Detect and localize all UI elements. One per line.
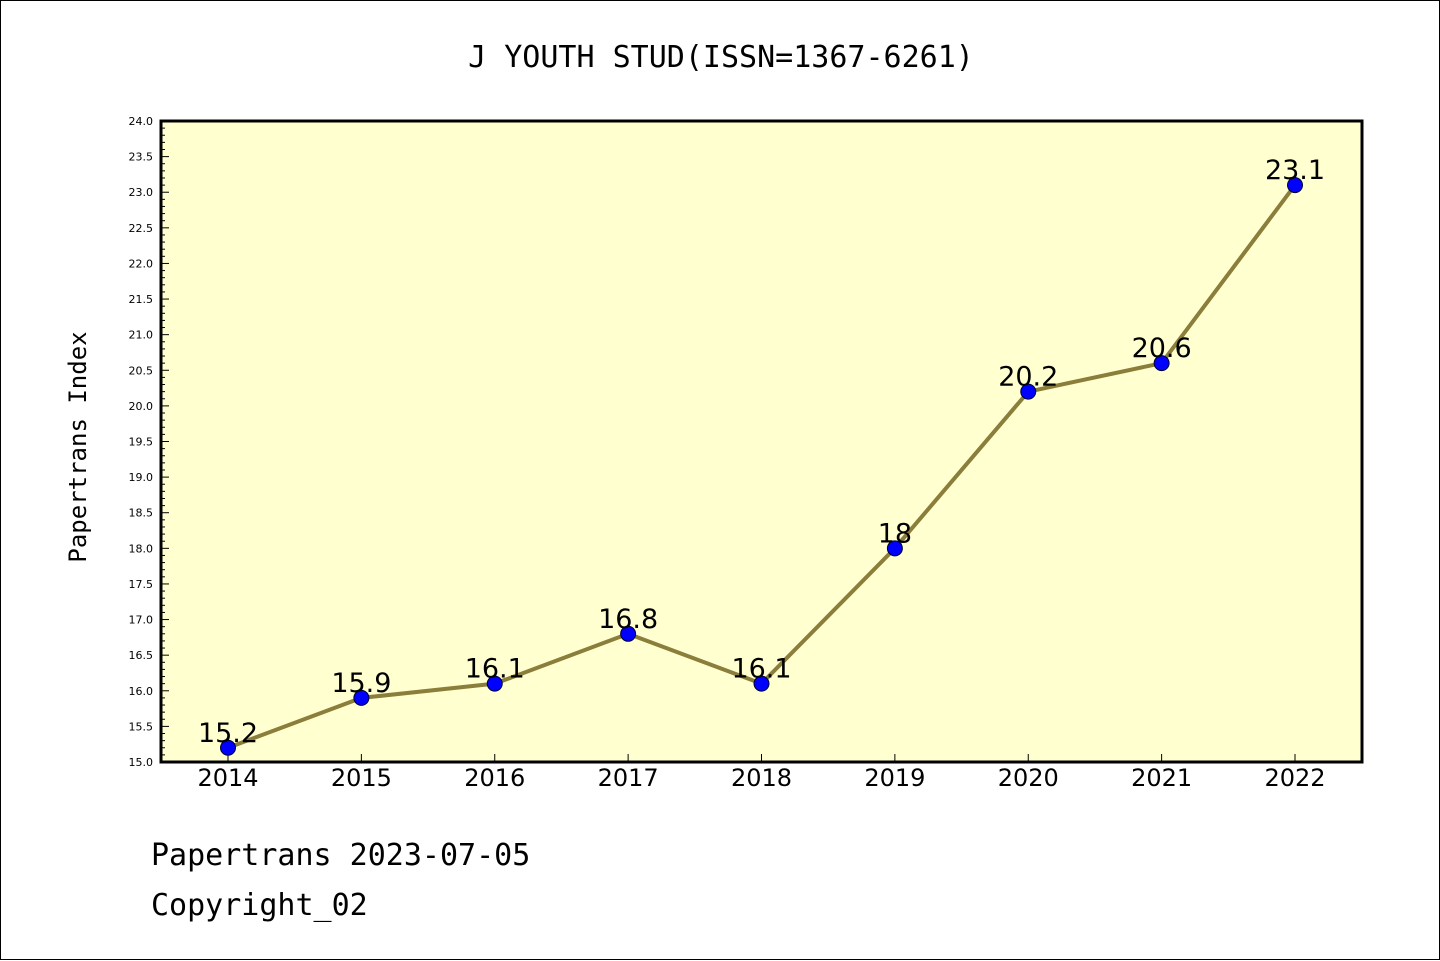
data-label: 23.1: [1265, 155, 1325, 186]
data-label: 18: [878, 518, 912, 549]
y-tick-label: 18.0: [129, 542, 154, 555]
x-tick-label: 2015: [331, 764, 392, 792]
data-point: [486, 675, 503, 692]
y-tick-label: 23.5: [129, 151, 154, 164]
y-tick-label: 22.5: [129, 222, 154, 235]
plot-area: [161, 121, 1362, 762]
y-tick-label: 17.5: [129, 578, 154, 591]
chart-title: J YOUTH STUD(ISSN=1367-6261): [468, 40, 974, 75]
y-axis-label: Papertrans Index: [64, 331, 92, 562]
y-tick-label: 24.0: [129, 115, 154, 128]
data-label: 20.2: [998, 362, 1058, 393]
footer-date: Papertrans 2023-07-05: [151, 838, 530, 873]
y-tick-label: 23.0: [129, 186, 154, 199]
y-tick-label: 18.5: [129, 507, 154, 520]
x-tick-label: 2022: [1264, 764, 1325, 792]
y-tick-label: 16.5: [129, 649, 154, 662]
y-tick-label: 15.5: [129, 720, 154, 733]
x-tick-label: 2021: [1131, 764, 1192, 792]
y-tick-label: 16.0: [129, 685, 154, 698]
data-label: 16.1: [465, 654, 525, 685]
data-label: 20.6: [1132, 333, 1192, 364]
data-point: [1287, 177, 1303, 194]
data-label: 16.1: [731, 654, 791, 685]
data-point: [1020, 383, 1037, 400]
data-point: [620, 625, 637, 642]
data-point: [886, 540, 903, 557]
data-label: 15.9: [331, 668, 391, 699]
x-tick-label: 2019: [864, 764, 925, 792]
data-labels: 15.2 15.9 16.1 16.8 16.1 18 20.2 20.6 23.1: [198, 155, 1325, 749]
y-tick-label: 22.0: [129, 257, 154, 270]
x-tick-label: 2017: [598, 764, 659, 792]
footer-copyright: Copyright_02: [151, 888, 368, 923]
data-point: [353, 689, 370, 706]
y-axis: 15.0 15.5 16.0 16.5 17.0 17.5 18.0 18.5 19.0 19.5…: [129, 115, 169, 769]
y-tick-label: 20.5: [129, 364, 154, 377]
data-point: [220, 739, 236, 756]
y-tick-label: 21.5: [129, 293, 154, 306]
data-point: [753, 675, 770, 692]
y-tick-label: 19.0: [129, 471, 154, 484]
x-tick-label: 2018: [731, 764, 792, 792]
y-tick-label: 20.0: [129, 400, 154, 413]
x-tick-label: 2016: [464, 764, 525, 792]
data-points: [220, 177, 1303, 756]
data-point: [1153, 355, 1170, 372]
y-tick-label: 15.0: [129, 756, 154, 769]
y-tick-label: 19.5: [129, 436, 154, 449]
x-tick-label: 2014: [197, 764, 258, 792]
x-tick-label: 2020: [998, 764, 1059, 792]
y-tick-label: 21.0: [129, 329, 154, 342]
y-tick-label: 17.0: [129, 614, 154, 627]
plot-border: [159, 119, 1364, 764]
data-label: 15.2: [198, 718, 258, 749]
data-label: 16.8: [598, 604, 658, 635]
